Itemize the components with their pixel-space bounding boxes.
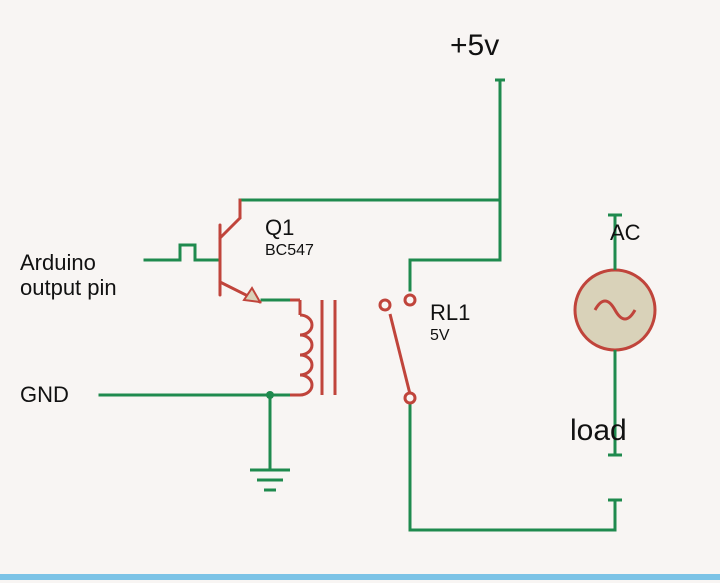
wire-arduino-base (145, 245, 218, 260)
load-gap (608, 455, 622, 500)
ground-symbol (250, 470, 290, 490)
wiring (100, 80, 615, 530)
label-rl1-value: 5V (430, 327, 450, 344)
label-rl1-name: RL1 (430, 300, 470, 325)
relay-coil (290, 300, 335, 395)
node-gnd-junction (266, 391, 274, 399)
wire-gnd (100, 395, 290, 470)
relay-driver-schematic: +5v Arduino output pin GND Q1 BC547 RL1 … (0, 0, 720, 583)
label-q1-value: BC547 (265, 242, 314, 259)
label-arduino-2: output pin (20, 275, 117, 300)
label-arduino-1: Arduino (20, 250, 96, 275)
label-q1-name: Q1 (265, 215, 294, 240)
label-gnd: GND (20, 382, 69, 407)
transistor-q1 (220, 200, 260, 302)
relay-switch (380, 295, 415, 403)
label-load: load (570, 414, 627, 447)
ac-source (575, 260, 655, 360)
label-ac: AC (610, 220, 641, 245)
label-supply: +5v (450, 29, 499, 62)
